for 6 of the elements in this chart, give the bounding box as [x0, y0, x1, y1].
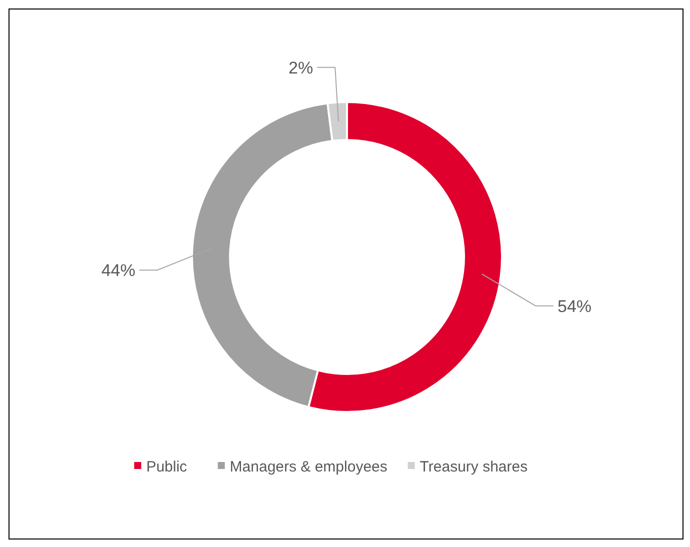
- data-label: 54%: [558, 296, 592, 316]
- legend-label: Managers & employees: [230, 458, 388, 476]
- data-label: 44%: [101, 261, 136, 280]
- legend-label: Treasury shares: [420, 458, 528, 476]
- legend-label: Public: [146, 458, 188, 476]
- data-label: 2%: [288, 58, 314, 78]
